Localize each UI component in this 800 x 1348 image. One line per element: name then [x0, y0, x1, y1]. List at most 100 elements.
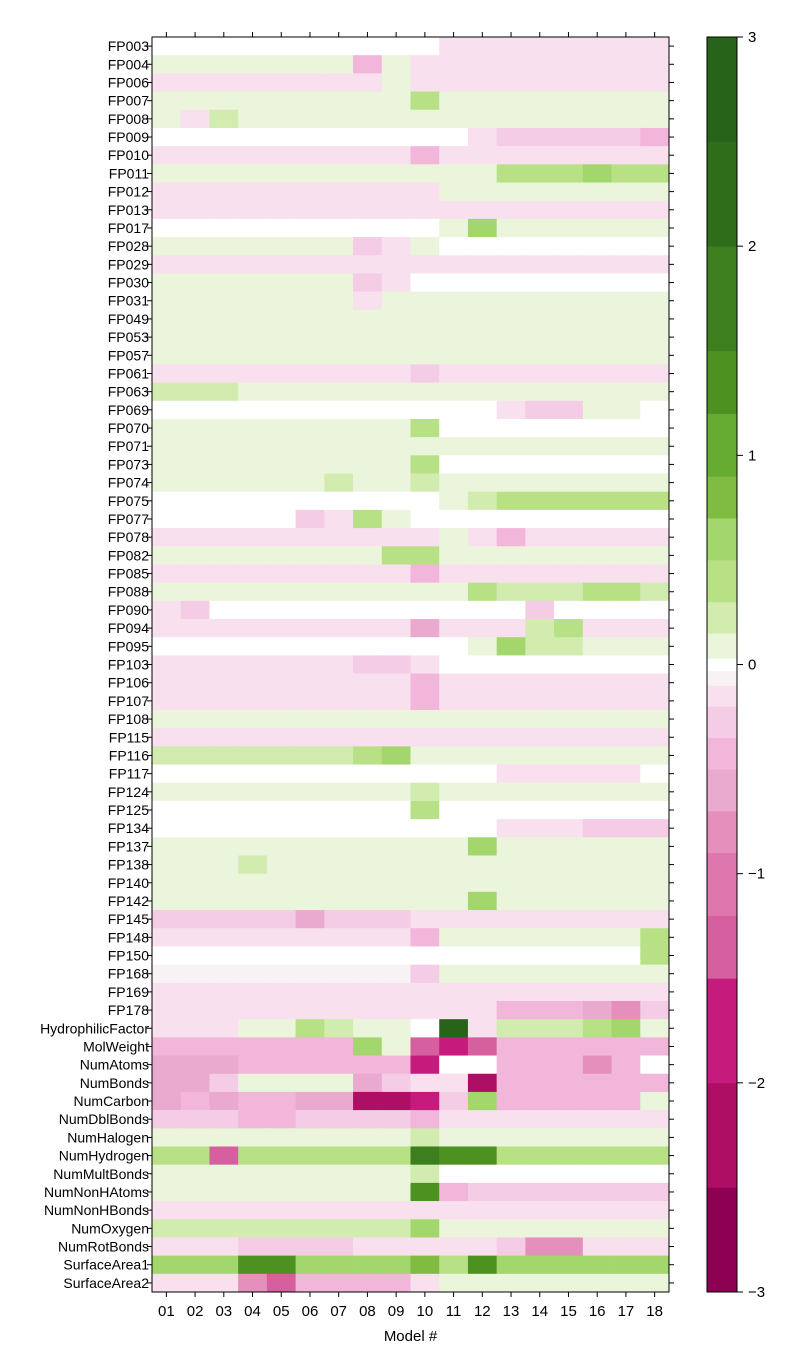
y-tick-label: FP095 [108, 638, 149, 654]
heatmap-cell [439, 1182, 469, 1202]
heatmap-cell [439, 1037, 469, 1056]
heatmap-cell [525, 1037, 555, 1056]
heatmap-cell [209, 1019, 239, 1038]
heatmap-cell [439, 237, 469, 256]
heatmap-cell [439, 564, 469, 584]
heatmap-cell [381, 1201, 411, 1220]
heatmap-cell [238, 764, 268, 784]
heatmap-cell [467, 600, 498, 620]
heatmap-cell [295, 1019, 325, 1038]
heatmap-cell [554, 218, 584, 238]
heatmap-cell [410, 709, 440, 729]
heatmap-cell [381, 673, 411, 693]
heatmap-cell [611, 273, 641, 293]
heatmap-cell [554, 328, 584, 347]
heatmap-cell [209, 728, 239, 747]
heatmap-cell [439, 1219, 469, 1238]
heatmap-cell [266, 473, 297, 493]
heatmap-cell [467, 910, 498, 929]
heatmap-cell [554, 600, 584, 620]
heatmap-cell [467, 273, 498, 293]
heatmap-cell [353, 473, 383, 493]
heatmap-cell [525, 164, 555, 183]
heatmap-cell [152, 473, 182, 493]
heatmap-cell [353, 528, 383, 547]
heatmap-cell [266, 364, 297, 383]
heatmap-cell [410, 819, 440, 838]
heatmap-cell [295, 1000, 325, 1020]
heatmap-cell [180, 764, 210, 784]
heatmap-cell [467, 91, 498, 111]
heatmap-cell [640, 910, 670, 929]
x-tick-label: 11 [446, 1303, 462, 1320]
heatmap-cell [209, 928, 239, 947]
x-tick-label: 12 [474, 1303, 491, 1320]
heatmap-cell [582, 764, 612, 784]
heatmap-cell [439, 200, 469, 220]
heatmap-cell [467, 855, 498, 875]
heatmap-cell [152, 1073, 182, 1093]
heatmap-cell [266, 346, 297, 365]
heatmap-cell [238, 837, 268, 856]
heatmap-cell [582, 109, 612, 129]
heatmap-cell [353, 146, 383, 165]
heatmap-cell [439, 800, 469, 820]
heatmap-cell [180, 509, 210, 529]
heatmap-cell [582, 1000, 612, 1020]
heatmap-cell [410, 1019, 440, 1038]
heatmap-cell [381, 619, 411, 638]
heatmap-cell [238, 1000, 268, 1020]
heatmap-cell [324, 891, 354, 911]
colorbar-band [707, 737, 737, 770]
heatmap-cell [611, 37, 641, 56]
heatmap-cell [180, 237, 210, 256]
heatmap-cell [353, 582, 383, 602]
heatmap-cell [295, 1110, 325, 1129]
heatmap-cell [381, 1055, 411, 1075]
y-tick-label: FP071 [108, 438, 149, 454]
heatmap-cell [467, 800, 498, 820]
heatmap-cell [525, 346, 555, 365]
heatmap-cell [324, 582, 354, 602]
y-tick-label: FP107 [108, 693, 149, 709]
heatmap-cell [266, 910, 297, 929]
heatmap-cell [353, 910, 383, 929]
colorbar-band [707, 978, 737, 1084]
heatmap-cell [324, 1019, 354, 1038]
heatmap-cell [611, 528, 641, 547]
heatmap-cell [295, 910, 325, 929]
heatmap-cell [554, 400, 584, 420]
heatmap-cell [410, 73, 440, 92]
heatmap-cell [496, 637, 526, 656]
heatmap-cell [525, 73, 555, 92]
heatmap-cell [467, 1201, 498, 1220]
heatmap-cell [324, 1182, 354, 1202]
heatmap-cell [496, 546, 526, 565]
heatmap-cell [381, 819, 411, 838]
heatmap-cell [381, 509, 411, 529]
heatmap-cell [295, 218, 325, 238]
colorbar-band [707, 852, 737, 916]
heatmap-cell [381, 746, 411, 765]
x-tick-label: 04 [244, 1303, 261, 1320]
heatmap-cell [582, 728, 612, 747]
y-tick-label: FP013 [108, 202, 149, 218]
heatmap-cell [496, 928, 526, 947]
heatmap-cell [180, 328, 210, 347]
heatmap-cell [238, 509, 268, 529]
heatmap-cell [582, 1182, 612, 1202]
heatmap-cell [410, 891, 440, 911]
y-tick-label: FP063 [108, 384, 149, 400]
heatmap-cell [180, 200, 210, 220]
heatmap-cell [410, 1073, 440, 1093]
heatmap-cell [238, 637, 268, 656]
heatmap-cell [266, 37, 297, 56]
heatmap-cell [554, 673, 584, 693]
y-tick-label: FP116 [109, 747, 149, 763]
heatmap-cell [295, 473, 325, 493]
heatmap-cell [410, 509, 440, 529]
heatmap-cell [152, 764, 182, 784]
heatmap-cell [266, 582, 297, 602]
heatmap-cell [439, 1146, 469, 1166]
heatmap-cell [410, 127, 440, 147]
